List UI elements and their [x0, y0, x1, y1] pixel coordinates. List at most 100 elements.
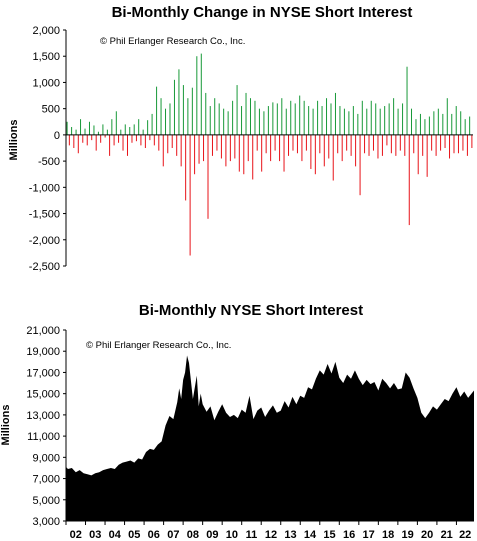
change-bar [326, 98, 328, 135]
change-bar [406, 66, 408, 135]
change-bar [422, 134, 424, 156]
short-interest-x-tick-label: 20 [421, 529, 433, 541]
change-bar [312, 108, 314, 135]
change-bar [348, 111, 350, 135]
change-bar [189, 134, 191, 256]
short-interest-x-tick-label: 12 [265, 529, 277, 541]
change-bar [408, 134, 410, 226]
change-chart-y-tick-label: 1,000 [32, 77, 60, 89]
change-bar [372, 134, 374, 151]
short-interest-y-tick-label: 21,000 [26, 325, 60, 337]
change-bar [104, 134, 106, 138]
change-bar [390, 134, 392, 154]
change-bar [118, 134, 120, 143]
short-interest-y-tick-label: 17,000 [26, 367, 60, 379]
change-bar [203, 134, 205, 162]
change-bar [386, 134, 388, 146]
change-bar [357, 113, 359, 135]
change-bar [205, 92, 207, 135]
change-bar [415, 119, 417, 135]
change-bar [350, 134, 352, 156]
short-interest-chart-y-ticks: 21,000 19,000 17,000 15,000 13,000 11,000 9,00… [26, 325, 66, 528]
change-bar [182, 85, 184, 135]
change-bar [106, 129, 108, 135]
change-bar [167, 134, 169, 154]
change-bar [249, 98, 251, 135]
change-bar [178, 69, 180, 135]
change-bar [267, 106, 269, 135]
change-bar [80, 119, 82, 135]
change-bar [77, 134, 79, 154]
change-bar [317, 100, 319, 135]
change-bar [158, 134, 160, 151]
short-interest-x-tick-label: 02 [70, 529, 82, 541]
change-bar [366, 108, 368, 135]
change-bar [449, 134, 451, 159]
change-bar [207, 134, 209, 219]
change-bar [225, 134, 227, 167]
change-bar [229, 134, 231, 162]
short-interest-area [66, 355, 474, 521]
change-bar [126, 134, 128, 156]
change-bar [404, 134, 406, 156]
change-chart-title: Bi-Monthly Change in NYSE Short Interest [112, 4, 413, 21]
change-bar [138, 119, 140, 135]
change-bar [93, 125, 95, 135]
short-interest-x-tick-label: 18 [382, 529, 394, 541]
short-interest-y-tick-label: 9,000 [32, 452, 60, 464]
change-bar [413, 134, 415, 154]
change-bar [471, 134, 473, 148]
change-bar [216, 134, 218, 151]
change-bar [160, 98, 162, 135]
change-bar [115, 111, 117, 135]
short-interest-x-tick-label: 10 [226, 529, 238, 541]
change-bar [241, 106, 243, 135]
change-bar [265, 134, 267, 154]
short-interest-x-tick-label: 14 [304, 529, 317, 541]
change-bar [254, 100, 256, 135]
change-bar [446, 98, 448, 135]
short-interest-x-tick-label: 04 [109, 529, 122, 541]
change-bar [361, 100, 363, 135]
change-bar [135, 134, 137, 142]
change-bar [305, 134, 307, 151]
change-bar [86, 134, 88, 146]
change-bar [165, 108, 167, 135]
change-bar [283, 134, 285, 172]
change-bar [245, 92, 247, 135]
short-interest-x-tick-label: 22 [459, 529, 471, 541]
short-interest-x-tick-label: 21 [441, 529, 453, 541]
change-bar [194, 134, 196, 175]
short-interest-y-tick-label: 7,000 [32, 474, 60, 486]
change-chart-ylabel: Millions [8, 120, 20, 161]
change-bar [419, 113, 421, 135]
change-chart-y-tick-label: -2,000 [29, 235, 60, 247]
change-chart-y-tick-label: -1,500 [29, 209, 60, 221]
short-interest-x-tick-label: 13 [284, 529, 296, 541]
change-bar [109, 134, 111, 156]
change-chart-y-tick-label: 1,500 [32, 51, 60, 63]
short-interest-x-tick-label: 06 [148, 529, 160, 541]
change-chart-y-tick-label: -2,500 [29, 261, 60, 273]
change-bar [299, 95, 301, 135]
change-bar [91, 134, 93, 141]
short-interest-chart-copyright: © Phil Erlanger Research Co., Inc. [86, 340, 231, 351]
change-bar [377, 134, 379, 159]
short-interest-x-tick-label: 17 [362, 529, 374, 541]
short-interest-x-tick-label: 07 [167, 529, 179, 541]
change-bar [236, 85, 238, 135]
change-bar [84, 128, 86, 135]
change-bar [402, 103, 404, 135]
change-bar [431, 134, 433, 151]
change-bar [88, 121, 90, 135]
change-bar [223, 108, 225, 135]
change-bar [437, 108, 439, 135]
change-bar [276, 103, 278, 135]
change-bar [122, 134, 124, 151]
change-bar [370, 100, 372, 135]
short-interest-x-tick-label: 11 [246, 529, 258, 541]
change-bar [323, 134, 325, 167]
change-bar [173, 79, 175, 135]
change-bar [218, 103, 220, 135]
